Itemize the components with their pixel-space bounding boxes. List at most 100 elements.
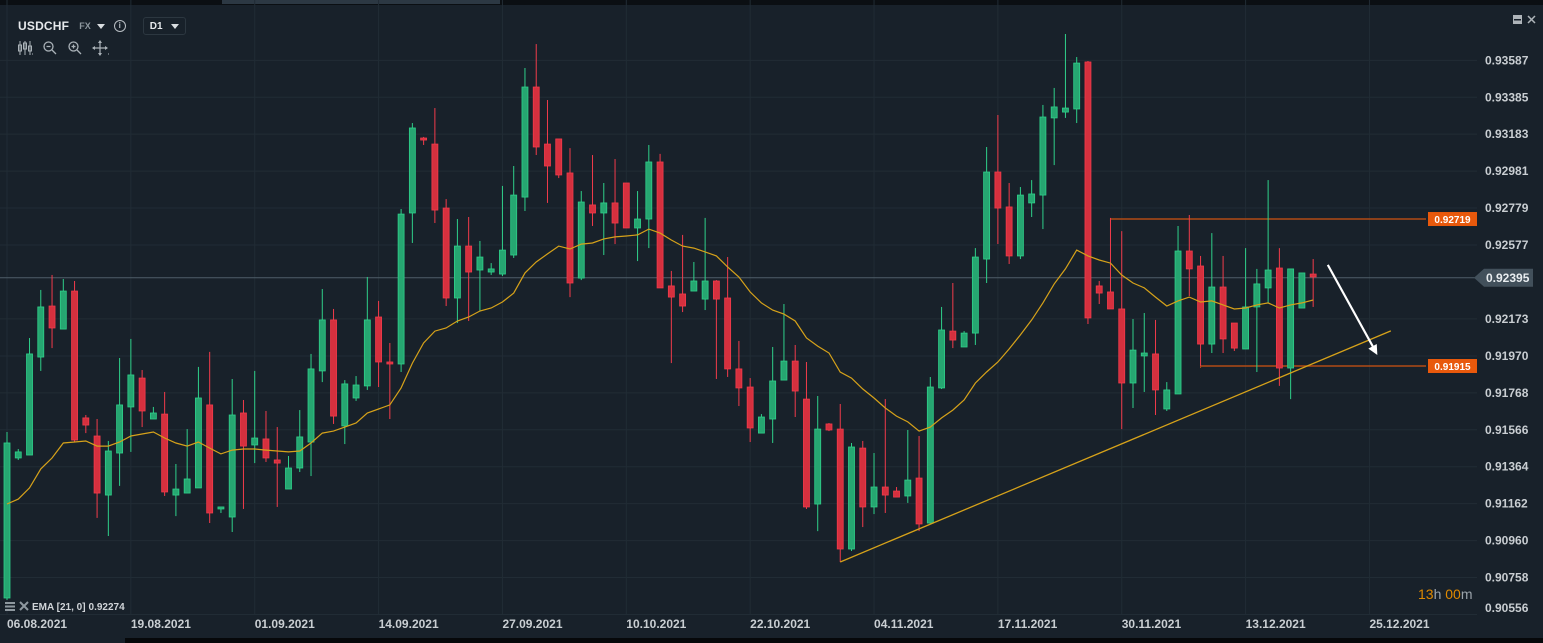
candle-body-down[interactable]	[532, 86, 540, 148]
candle-body-up[interactable]	[645, 161, 653, 220]
candle-body-down[interactable]	[71, 290, 78, 441]
candle-body-down[interactable]	[1118, 308, 1126, 384]
candle-body-up[interactable]	[1287, 268, 1295, 369]
candle-body-down[interactable]	[994, 171, 1002, 209]
candle-body-down[interactable]	[262, 438, 270, 459]
info-icon[interactable]: i	[113, 20, 126, 32]
candle-body-up[interactable]	[14, 451, 22, 459]
candle-body-up[interactable]	[938, 329, 945, 389]
candle-body-down[interactable]	[746, 386, 754, 429]
candle-body-up[interactable]	[510, 194, 518, 256]
candle-body-down[interactable]	[1005, 206, 1013, 257]
candle-body-up[interactable]	[634, 218, 641, 229]
candle-body-down[interactable]	[825, 423, 833, 431]
candle-body-down[interactable]	[273, 459, 281, 464]
candle-body-up[interactable]	[1253, 283, 1261, 308]
candle-body-up[interactable]	[26, 353, 33, 456]
candle-body-up[interactable]	[1073, 62, 1081, 110]
trendline[interactable]	[839, 330, 1392, 563]
candle-body-up[interactable]	[341, 383, 349, 427]
candle-body-down[interactable]	[431, 143, 439, 211]
candle-body-up[interactable]	[453, 245, 461, 299]
candle-body-down[interactable]	[420, 137, 428, 141]
candle-body-up[interactable]	[296, 436, 304, 469]
candle-body-down[interactable]	[803, 398, 810, 508]
candle-body-up[interactable]	[1017, 194, 1024, 257]
candle-body-down[interactable]	[555, 138, 563, 176]
candle-body-down[interactable]	[206, 404, 214, 514]
candle-body-down[interactable]	[859, 447, 867, 508]
candle-body-down[interactable]	[1084, 61, 1092, 319]
candle-body-up[interactable]	[690, 280, 698, 292]
candle-body-up[interactable]	[397, 213, 405, 365]
remove-indicator-icon[interactable]	[19, 601, 29, 614]
candle-body-up[interactable]	[499, 249, 506, 275]
candle-body-down[interactable]	[881, 486, 889, 496]
candle-body-up[interactable]	[1264, 269, 1272, 289]
candle-body-up[interactable]	[3, 442, 11, 599]
candle-body-down[interactable]	[161, 413, 169, 493]
candle-body-down[interactable]	[375, 316, 382, 363]
candle-body-up[interactable]	[127, 374, 135, 408]
candle-body-up[interactable]	[983, 171, 991, 260]
zoom-in-icon[interactable]	[67, 40, 83, 56]
candle-body-down[interactable]	[1230, 322, 1238, 349]
candle-body-down[interactable]	[93, 435, 101, 494]
candle-body-up[interactable]	[926, 386, 934, 524]
candle-body-down[interactable]	[893, 490, 900, 498]
candle-body-up[interactable]	[758, 416, 765, 434]
candle-body-down[interactable]	[611, 202, 619, 224]
candle-body-up[interactable]	[149, 412, 157, 420]
candle-body-up[interactable]	[1028, 193, 1036, 204]
candle-body-down[interactable]	[667, 285, 675, 298]
candle-body-up[interactable]	[1062, 107, 1069, 113]
candle-body-down[interactable]	[949, 330, 957, 341]
candle-body-down[interactable]	[138, 377, 146, 412]
candle-body-up[interactable]	[814, 428, 822, 505]
candle-body-up[interactable]	[318, 319, 326, 372]
candle-body-down[interactable]	[1219, 286, 1227, 340]
minimize-icon[interactable]	[1513, 11, 1522, 29]
candle-body-up[interactable]	[217, 506, 225, 510]
symbol-dropdown-icon[interactable]	[96, 23, 105, 29]
tab-indicator[interactable]	[222, 0, 500, 4]
candle-body-down[interactable]	[836, 428, 844, 550]
candle-body-up[interactable]	[363, 319, 371, 387]
candle-body-down[interactable]	[544, 143, 551, 167]
candle-body-down[interactable]	[386, 361, 394, 365]
candles-icon[interactable]	[17, 40, 33, 56]
candle-body-down[interactable]	[589, 204, 596, 214]
candle-body-up[interactable]	[780, 360, 788, 381]
candle-body-down[interactable]	[465, 245, 473, 273]
candle-body-down[interactable]	[1275, 267, 1283, 369]
candle-body-down[interactable]	[791, 360, 799, 392]
candle-body-up[interactable]	[1039, 116, 1047, 196]
candle-body-down[interactable]	[1152, 353, 1159, 391]
candle-body-up[interactable]	[1140, 352, 1148, 357]
candle-body-down[interactable]	[712, 280, 720, 300]
candle-body-up[interactable]	[183, 478, 191, 494]
symbol-label[interactable]: USDCHF	[18, 19, 70, 33]
candle-body-up[interactable]	[487, 268, 495, 273]
candle-body-down[interactable]	[240, 412, 247, 447]
arrow-shaft[interactable]	[1326, 264, 1377, 352]
candle-body-up[interactable]	[1129, 349, 1137, 384]
candle-body-up[interactable]	[769, 380, 777, 420]
candle-body-down[interactable]	[724, 297, 732, 370]
candle-body-up[interactable]	[971, 256, 979, 334]
candle-body-up[interactable]	[352, 384, 360, 399]
close-icon[interactable]	[1527, 11, 1536, 29]
candle-body-down[interactable]	[679, 293, 686, 307]
candle-body-up[interactable]	[37, 306, 45, 358]
candle-body-down[interactable]	[1309, 273, 1317, 278]
candle-body-up[interactable]	[307, 368, 315, 443]
candle-body-up[interactable]	[1242, 306, 1249, 350]
candle-body-up[interactable]	[1050, 106, 1058, 119]
candle-body-up[interactable]	[1208, 286, 1216, 345]
candle-body-up[interactable]	[960, 332, 968, 348]
candle-body-up[interactable]	[228, 414, 236, 518]
candle-body-up[interactable]	[172, 488, 180, 496]
candle-body-up[interactable]	[104, 450, 112, 496]
candle-body-down[interactable]	[82, 417, 90, 426]
